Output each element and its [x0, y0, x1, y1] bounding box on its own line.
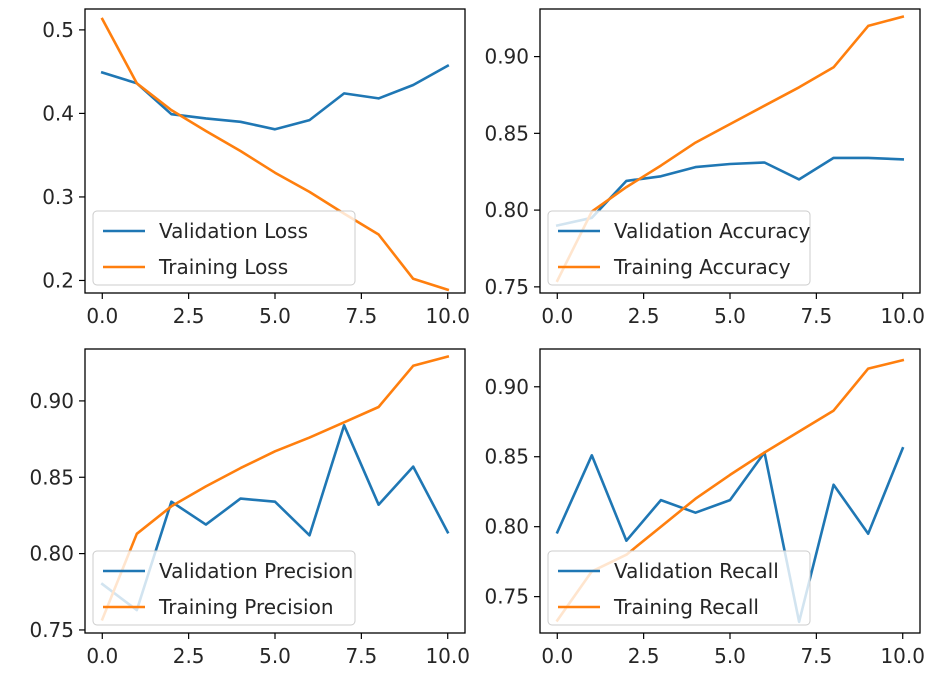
training-loss-legend-label: Training Loss [158, 255, 288, 279]
x-tick-label: 5.0 [714, 644, 746, 668]
precision-legend: Validation Precision Training Precision [92, 550, 356, 626]
y-tick-label: 0.80 [484, 198, 529, 222]
x-tick-label: 2.5 [173, 644, 205, 668]
training-precision-line [100, 355, 450, 621]
y-tick-label: 0.80 [29, 542, 74, 566]
y-tick-label: 0.3 [42, 185, 74, 209]
x-tick-label: 0.0 [541, 304, 573, 328]
x-tick-label: 10.0 [880, 644, 925, 668]
validation-recall-line [555, 446, 905, 624]
accuracy-subplot: 0.0 2.5 5.0 7.5 10.0 0.75 0.80 0.85 0.90 Validati… [484, 8, 925, 328]
validation-loss-line [100, 64, 450, 131]
x-tick-label: 7.5 [345, 304, 377, 328]
validation-recall-legend-label: Validation Recall [614, 559, 779, 583]
loss-legend: Validation Loss Training Loss [92, 210, 356, 286]
precision-subplot: 0.0 2.5 5.0 7.5 10.0 0.75 0.80 0.85 0.90 Validati… [29, 348, 470, 668]
y-tick-label: 0.90 [29, 389, 74, 413]
y-tick-label: 0.85 [484, 121, 529, 145]
training-loss-line [100, 17, 450, 292]
y-tick-label: 0.5 [42, 18, 74, 42]
plot-area [100, 17, 450, 292]
x-tick-label: 0.0 [86, 644, 118, 668]
legend-box [547, 210, 811, 286]
y-tick-label: 0.85 [29, 465, 74, 489]
x-tick-label: 2.5 [628, 644, 660, 668]
x-tick-label: 0.0 [541, 644, 573, 668]
training-accuracy-legend-label: Training Accuracy [613, 255, 791, 279]
x-tick-label: 2.5 [173, 304, 205, 328]
recall-legend: Validation Recall Training Recall [547, 550, 811, 626]
x-tick-label: 2.5 [628, 304, 660, 328]
x-tick-label: 7.5 [345, 644, 377, 668]
accuracy-legend: Validation Accuracy Training Accuracy [547, 210, 811, 286]
validation-precision-legend-label: Validation Precision [159, 559, 353, 583]
y-tick-label: 0.4 [42, 101, 74, 125]
training-precision-legend-label: Training Precision [158, 595, 334, 619]
legend-box [547, 550, 811, 626]
validation-loss-legend-label: Validation Loss [159, 219, 308, 243]
legend-box [92, 210, 356, 286]
x-tick-label: 7.5 [800, 644, 832, 668]
x-tick-label: 5.0 [259, 304, 291, 328]
x-tick-label: 10.0 [425, 304, 470, 328]
x-tick-label: 10.0 [880, 304, 925, 328]
plot-area [100, 355, 450, 621]
legend-box [92, 550, 356, 626]
training-recall-legend-label: Training Recall [613, 595, 759, 619]
y-tick-label: 0.80 [484, 515, 529, 539]
y-tick-label: 0.90 [484, 375, 529, 399]
x-tick-label: 7.5 [800, 304, 832, 328]
y-tick-label: 0.75 [29, 618, 74, 642]
y-tick-label: 0.75 [484, 585, 529, 609]
validation-accuracy-line [555, 156, 905, 228]
x-tick-label: 0.0 [86, 304, 118, 328]
x-tick-label: 5.0 [714, 304, 746, 328]
y-tick-label: 0.90 [484, 45, 529, 69]
validation-precision-line [100, 423, 450, 612]
recall-subplot: 0.0 2.5 5.0 7.5 10.0 0.75 0.80 0.85 0.90 Validati… [484, 348, 925, 668]
training-accuracy-line [555, 15, 905, 283]
y-tick-label: 0.75 [484, 275, 529, 299]
plot-area [555, 15, 905, 283]
y-tick-label: 0.2 [42, 268, 74, 292]
loss-subplot: 0.0 2.5 5.0 7.5 10.0 0.2 0.3 0.4 0.5 Validation L… [42, 8, 470, 328]
x-tick-label: 10.0 [425, 644, 470, 668]
validation-accuracy-legend-label: Validation Accuracy [614, 219, 811, 243]
x-tick-label: 5.0 [259, 644, 291, 668]
y-tick-label: 0.85 [484, 445, 529, 469]
